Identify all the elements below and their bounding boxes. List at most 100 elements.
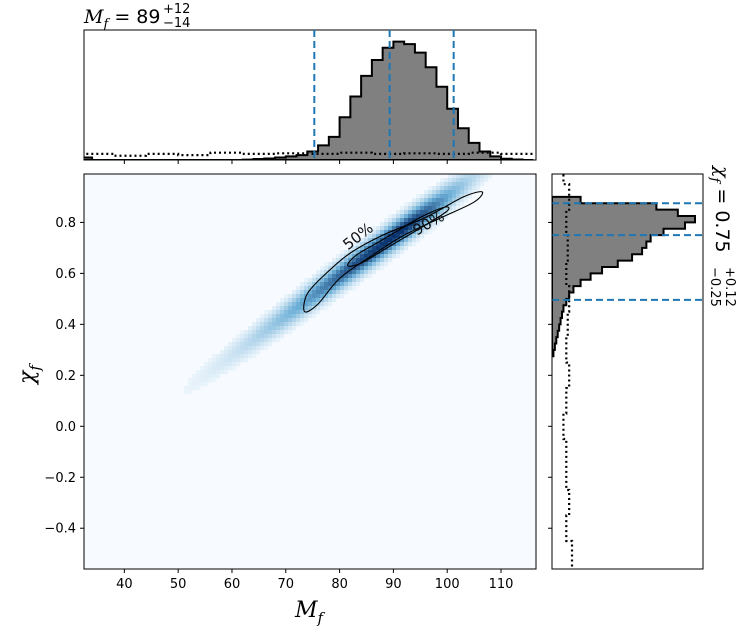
density-cell xyxy=(320,306,325,311)
density-cell xyxy=(196,378,201,383)
density-cell xyxy=(248,338,253,343)
density-cell xyxy=(368,266,373,271)
density-cell xyxy=(372,250,377,255)
density-cell xyxy=(380,250,385,255)
density-cell xyxy=(432,194,437,199)
density-cell xyxy=(324,290,329,295)
x-tick-label: 90 xyxy=(385,577,402,592)
density-cell xyxy=(460,182,465,187)
density-cell xyxy=(264,346,269,351)
density-cell xyxy=(336,258,341,263)
density-cell xyxy=(468,190,473,195)
density-cell xyxy=(328,290,333,295)
density-cell xyxy=(404,202,409,207)
density-cell xyxy=(324,266,329,271)
density-cell xyxy=(448,194,453,199)
density-cell xyxy=(424,210,429,215)
density-cell xyxy=(472,186,477,191)
density-cell xyxy=(260,314,265,319)
y-axis-label: χf xyxy=(15,363,44,386)
x-tick-label: 110 xyxy=(489,577,514,592)
density-cell xyxy=(412,238,417,243)
density-cell xyxy=(428,198,433,203)
title-equals: = xyxy=(108,6,136,28)
density-cell xyxy=(320,270,325,275)
density-cell xyxy=(340,286,345,291)
density-cell xyxy=(364,242,369,247)
density-cell xyxy=(468,182,473,187)
density-cell xyxy=(336,254,341,259)
density-cell xyxy=(448,210,453,215)
density-cell xyxy=(280,314,285,319)
density-cell xyxy=(244,358,249,363)
density-cell xyxy=(292,298,297,303)
density-cell xyxy=(444,182,449,187)
density-cell xyxy=(296,286,301,291)
density-cell xyxy=(432,202,437,207)
density-cell xyxy=(260,326,265,331)
density-cell xyxy=(276,322,281,327)
density-cell xyxy=(436,186,441,191)
density-cell xyxy=(232,346,237,351)
density-cell xyxy=(348,270,353,275)
side-title-value: = 0.75 xyxy=(711,182,733,252)
density-cell xyxy=(444,206,449,211)
density-cell xyxy=(404,218,409,223)
density-cell xyxy=(476,182,481,187)
density-cell xyxy=(256,326,261,331)
density-cell xyxy=(424,214,429,219)
density-cell xyxy=(308,306,313,311)
density-cell xyxy=(232,350,237,355)
density-cell xyxy=(420,222,425,227)
density-cell xyxy=(388,226,393,231)
density-cell xyxy=(296,294,301,299)
density-cell xyxy=(236,354,241,359)
density-cell xyxy=(236,338,241,343)
density-cell xyxy=(428,214,433,219)
density-cell xyxy=(440,210,445,215)
density-cell xyxy=(356,282,361,287)
density-cell xyxy=(484,174,489,179)
density-cell xyxy=(420,198,425,203)
density-cell xyxy=(472,174,477,179)
density-cell xyxy=(424,218,429,223)
density-cell xyxy=(400,206,405,211)
density-cell xyxy=(320,266,325,271)
density-cell xyxy=(324,270,329,275)
density-cell xyxy=(444,178,449,183)
density-cell xyxy=(252,330,257,335)
density-cell xyxy=(420,226,425,231)
density-cell xyxy=(408,238,413,243)
density-cell xyxy=(224,354,229,359)
density-cell xyxy=(416,234,421,239)
density-cell xyxy=(332,270,337,275)
density-cell xyxy=(356,242,361,247)
density-cell xyxy=(400,242,405,247)
density-cell xyxy=(336,294,341,299)
density-cell xyxy=(412,198,417,203)
top-panel-title: Mf = 89 xyxy=(83,6,160,32)
density-cell xyxy=(248,342,253,347)
density-cell xyxy=(388,254,393,259)
density-cell xyxy=(360,270,365,275)
density-cell xyxy=(480,178,485,183)
density-cell xyxy=(404,214,409,219)
density-cell xyxy=(424,194,429,199)
density-cell xyxy=(336,274,341,279)
prior-histogram-x xyxy=(84,151,534,157)
density-cell xyxy=(308,294,313,299)
density-cell xyxy=(300,290,305,295)
density-cell xyxy=(384,238,389,243)
density-cell xyxy=(380,258,385,263)
density-cell xyxy=(300,294,305,299)
density-cell xyxy=(284,302,289,307)
density-cell xyxy=(408,242,413,247)
density-cell xyxy=(384,258,389,263)
density-cell xyxy=(268,314,273,319)
density-cell xyxy=(284,294,289,299)
density-cell xyxy=(352,242,357,247)
density-cell xyxy=(460,202,465,207)
density-cell xyxy=(344,258,349,263)
density-cell xyxy=(376,262,381,267)
density-cell xyxy=(436,190,441,195)
